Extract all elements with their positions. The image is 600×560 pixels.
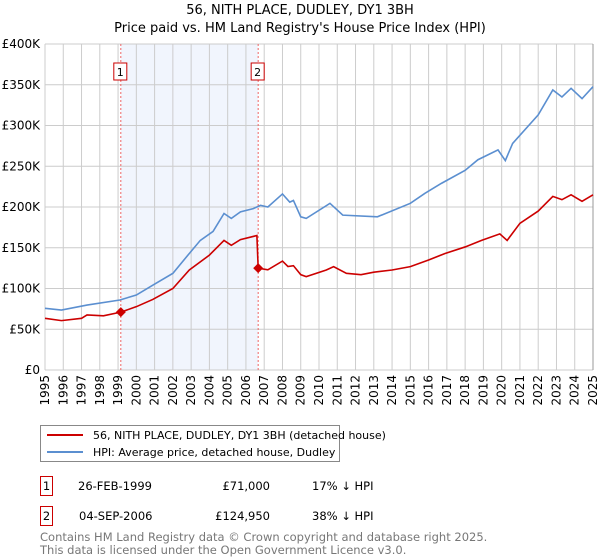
x-tick-label: 2008 [275,375,289,406]
x-tick-label: 2014 [385,375,399,406]
x-tick-label: 1996 [56,375,70,406]
legend-swatch-blue [47,451,83,453]
x-tick-label: 2005 [221,375,235,406]
legend-item-property: 56, NITH PLACE, DUDLEY, DY1 3BH (detache… [47,427,386,443]
y-tick-label: £300K [2,119,42,133]
x-tick-label: 2021 [513,375,527,406]
chart-subtitle: Price paid vs. HM Land Registry's House … [114,21,486,36]
transaction-price: £124,950 [215,509,270,523]
x-tick-label: 1995 [38,375,52,406]
sale-label: 2 [254,66,261,79]
x-tick-label: 2020 [495,375,509,406]
x-tick-label: 2017 [440,375,454,406]
plot-area: £0 £50K £100K £150K £200K £250K £300K £350K £400… [2,37,600,406]
x-tick-label: 1998 [93,375,107,406]
x-tick-label: 2010 [312,375,326,406]
transaction-date: 26-FEB-1999 [78,479,152,493]
y-tick-label: £0 [25,363,40,377]
y-tick-label: £350K [2,78,42,92]
footer-licence: This data is licensed under the Open Gov… [40,543,407,557]
series-line [44,193,594,322]
transaction-price: £71,000 [222,479,270,493]
x-tick-label: 2018 [458,375,472,406]
x-tick-label: 1999 [111,375,125,406]
transaction-row: 1 26-FEB-1999 £71,000 17% ↓ HPI [40,476,440,496]
x-tick-label: 2003 [184,375,198,406]
y-tick-label: £150K [2,241,42,255]
y-tick-label: £200K [2,200,42,214]
y-tick-label: £250K [2,159,42,173]
x-tick-label: 2000 [129,375,143,406]
transaction-hpi-diff: 17% ↓ HPI [312,479,374,493]
x-tick-label: 2012 [349,375,363,406]
marker-badge: 2 [40,506,53,526]
transaction-hpi-diff: 38% ↓ HPI [312,509,374,523]
sale-label: 1 [117,66,124,79]
series-line [44,86,594,311]
sale-label-box [250,62,265,81]
transaction-row: 2 04-SEP-2006 £124,950 38% ↓ HPI [40,506,440,526]
x-tick-label: 2006 [239,375,253,406]
x-tick-label: 2023 [549,375,563,406]
sale-label-box [113,62,128,81]
marker-badge: 1 [40,476,53,496]
x-tick-label: 2024 [568,375,582,406]
x-tick-label: 2004 [202,375,216,406]
legend-swatch-red [47,434,83,436]
y-tick-label: £50K [9,322,41,336]
x-tick-label: 2013 [367,375,381,406]
sale-point [115,307,126,318]
x-tick-label: 2025 [586,375,600,406]
x-tick-label: 2001 [148,375,162,406]
transaction-date: 04-SEP-2006 [79,509,153,523]
footer-copyright: Contains HM Land Registry data © Crown c… [40,530,488,544]
x-tick-label: 2019 [476,375,490,406]
x-tick-label: 2022 [531,375,545,406]
legend-label: 56, NITH PLACE, DUDLEY, DY1 3BH (detache… [93,428,386,442]
sale-point [253,263,264,274]
x-tick-label: 2002 [166,375,180,406]
x-tick-label: 1997 [75,375,89,406]
y-tick-label: £100K [2,282,42,296]
x-tick-label: 2007 [257,375,271,406]
x-tick-label: 2011 [330,375,344,406]
x-tick-label: 2016 [422,375,436,406]
chart-title: 56, NITH PLACE, DUDLEY, DY1 3BH [186,3,414,18]
x-tick-label: 2015 [403,375,417,406]
legend: 56, NITH PLACE, DUDLEY, DY1 3BH (detache… [40,425,386,462]
y-tick-label: £400K [2,37,42,51]
x-tick-label: 2009 [294,375,308,406]
legend-item-hpi: HPI: Average price, detached house, Dudl… [47,444,335,460]
legend-label: HPI: Average price, detached house, Dudl… [93,445,336,459]
